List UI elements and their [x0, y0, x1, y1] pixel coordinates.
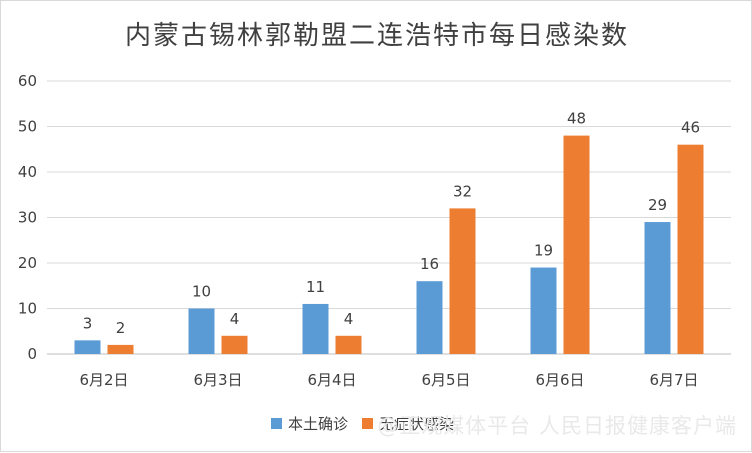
x-tick-label: 6月6日 [535, 371, 584, 389]
bar-local-confirmed-3 [416, 281, 443, 354]
legend-item-asymptomatic: 无症状感染 [362, 413, 454, 434]
gridlines [47, 80, 731, 355]
data-label: 46 [681, 119, 700, 137]
chart-title: 内蒙古锡林郭勒盟二连浩特市每日感染数 [124, 21, 629, 51]
y-tick-label: 30 [18, 209, 37, 227]
bar-local-confirmed-4 [530, 267, 557, 354]
bar-asymptomatic-3 [449, 208, 476, 354]
y-tick-label: 20 [18, 254, 37, 272]
watermark-text: @正观媒体平台 人民日报健康客户端 [377, 414, 737, 438]
data-label: 32 [453, 182, 472, 200]
y-tick-label: 40 [18, 163, 37, 181]
data-label: 29 [648, 196, 667, 214]
bar-asymptomatic-2 [335, 335, 362, 354]
x-tick-label: 6月5日 [421, 371, 470, 389]
y-tick-label: 10 [18, 300, 37, 318]
x-tick-label: 6月3日 [193, 371, 242, 389]
legend-swatch-local-confirmed [271, 417, 282, 429]
legend-item-local-confirmed: 本土确诊 [271, 413, 348, 434]
bar-local-confirmed-0 [74, 340, 101, 354]
y-tick-label: 50 [18, 118, 37, 136]
legend-label-local-confirmed: 本土确诊 [288, 414, 349, 433]
data-label: 4 [230, 310, 240, 328]
data-label: 19 [534, 242, 553, 260]
data-label: 3 [83, 314, 93, 332]
y-tick-label: 0 [27, 345, 37, 363]
x-tick-label: 6月7日 [649, 371, 698, 389]
legend: 本土确诊 无症状感染 [271, 411, 468, 435]
x-tick-label: 6月4日 [307, 371, 356, 389]
bar-asymptomatic-1 [221, 335, 248, 354]
data-label: 11 [306, 278, 325, 296]
data-label: 2 [116, 319, 126, 337]
data-label: 10 [192, 283, 211, 301]
bar-asymptomatic-4 [563, 135, 590, 354]
x-tick-label: 6月2日 [79, 371, 128, 389]
y-tick-label: 60 [18, 72, 37, 90]
bars [74, 135, 704, 354]
bar-local-confirmed-2 [302, 303, 329, 354]
legend-label-asymptomatic: 无症状感染 [379, 414, 455, 433]
bar-local-confirmed-5 [644, 222, 671, 354]
bar-local-confirmed-1 [188, 308, 215, 354]
legend-swatch-asymptomatic [362, 417, 374, 429]
bar-asymptomatic-0 [107, 344, 134, 354]
data-label: 16 [420, 255, 439, 273]
bar-asymptomatic-5 [677, 144, 704, 354]
data-label: 4 [344, 310, 354, 328]
data-label: 48 [567, 110, 586, 128]
x-axis: 6月2日 6月3日 6月4日 6月5日 6月6日 6月7日 [79, 371, 698, 389]
y-axis: 0 10 20 30 40 50 60 [18, 72, 37, 363]
